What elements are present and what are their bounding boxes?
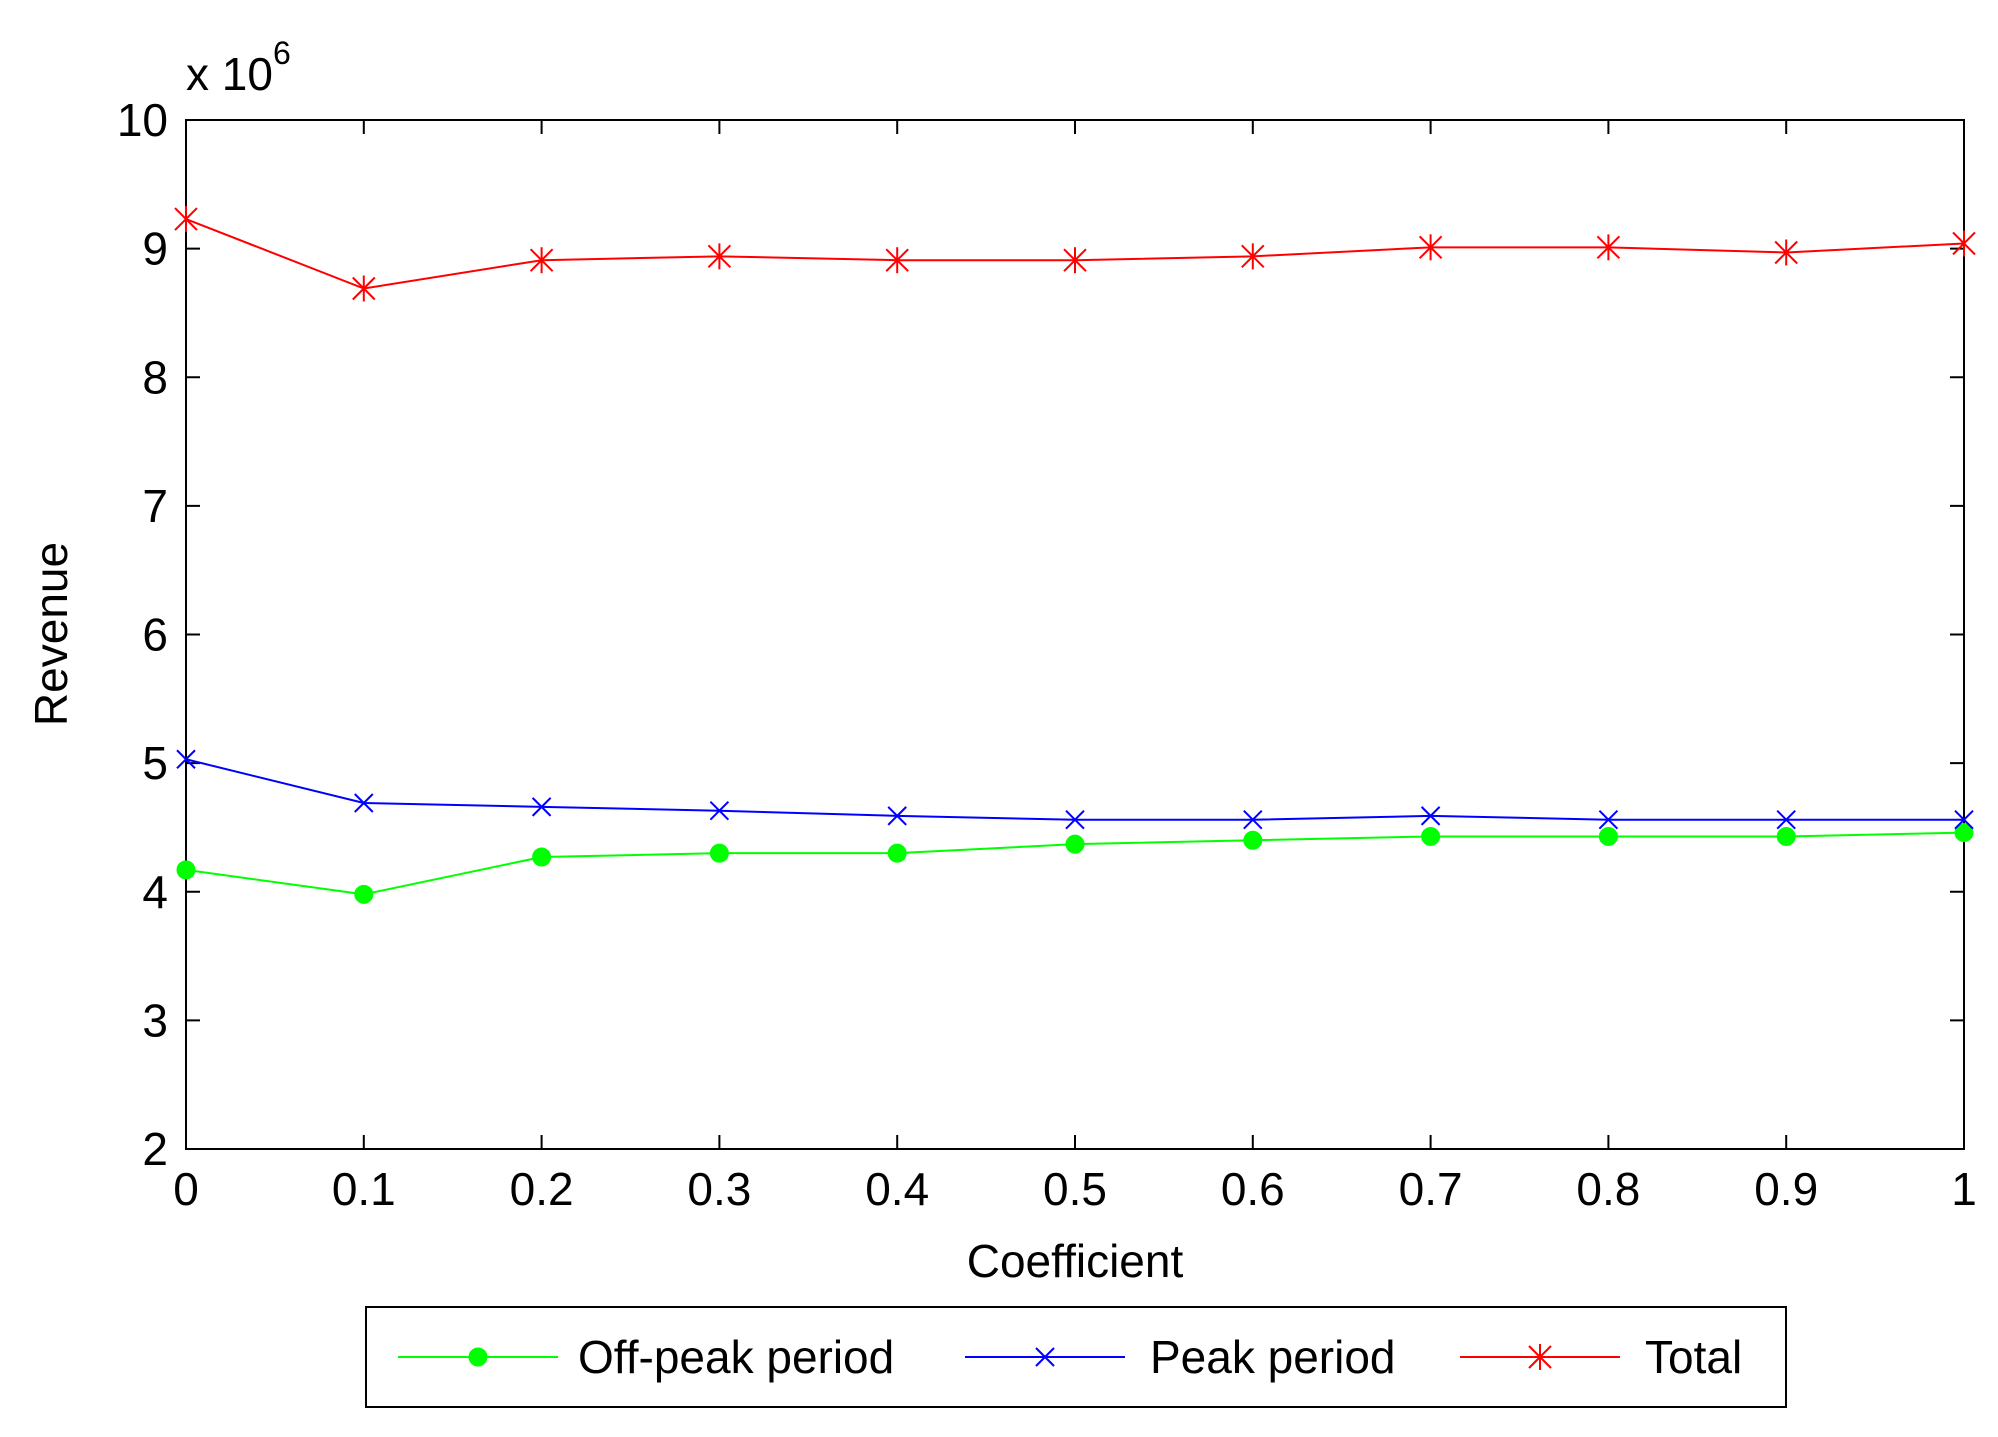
- x-tick-label: 1: [1951, 1163, 1977, 1215]
- legend-marker-off-peak-period: [468, 1347, 488, 1367]
- data-point-peak-period: [531, 797, 552, 817]
- series-peak-period: [176, 749, 1974, 830]
- series-total: [174, 206, 1976, 302]
- data-point-peak-period: [887, 806, 907, 826]
- data-point-peak-period: [1598, 810, 1619, 830]
- legend-item-off-peak-period: Off-peak period: [398, 1331, 894, 1383]
- data-point-total: [352, 275, 376, 302]
- y-multiplier-base: x 10: [186, 48, 273, 100]
- data-point-total: [174, 206, 198, 233]
- data-point-off-peak-period: [1065, 834, 1085, 854]
- data-point-peak-period: [1065, 810, 1085, 830]
- data-point-peak-period: [1243, 810, 1263, 830]
- data-point-off-peak-period: [1421, 826, 1441, 846]
- y-tick-label: 2: [142, 1123, 168, 1175]
- data-point-total: [1952, 230, 1976, 257]
- legend: Off-peak period Peak period Total: [365, 1306, 1787, 1408]
- x-tick-label: 0.2: [510, 1163, 574, 1215]
- y-multiplier-exponent: 6: [273, 35, 291, 71]
- legend-label: Peak period: [1150, 1331, 1396, 1383]
- data-point-off-peak-period: [354, 884, 374, 904]
- data-point-off-peak-period: [1598, 826, 1618, 846]
- x-tick-label: 0.7: [1399, 1163, 1463, 1215]
- y-tick-label: 7: [142, 480, 168, 532]
- y-tick-label: 8: [142, 351, 168, 403]
- series-layer: [174, 206, 1976, 904]
- data-point-peak-period: [1776, 810, 1796, 830]
- data-point-off-peak-period: [1243, 830, 1263, 850]
- data-point-total: [529, 247, 554, 274]
- data-point-peak-period: [1954, 810, 1974, 830]
- data-point-peak-period: [176, 749, 196, 769]
- x-tick-label: 0.8: [1576, 1163, 1640, 1215]
- data-point-peak-period: [1420, 806, 1441, 826]
- legend-item-total: Total: [1460, 1331, 1742, 1383]
- x-axis-title: Coefficient: [967, 1235, 1184, 1287]
- data-point-total: [1241, 243, 1265, 270]
- y-tick-label: 4: [142, 866, 168, 918]
- y-axis-title: Revenue: [25, 542, 77, 726]
- data-point-off-peak-period: [709, 843, 729, 863]
- data-point-off-peak-period: [887, 843, 907, 863]
- legend-marker-peak-period: [1035, 1347, 1055, 1367]
- x-tick-label: 0.3: [687, 1163, 751, 1215]
- legend-item-peak-period: Peak period: [965, 1331, 1396, 1383]
- data-point-off-peak-period: [1954, 823, 1974, 843]
- y-multiplier: x 106: [186, 35, 291, 100]
- plot-area: [185, 119, 1965, 1150]
- data-point-peak-period: [354, 793, 374, 813]
- data-point-total: [1418, 234, 1443, 261]
- series-off-peak-period: [176, 823, 1974, 904]
- x-tick-label: 0.9: [1754, 1163, 1818, 1215]
- data-point-off-peak-period: [532, 847, 552, 867]
- data-point-total: [707, 243, 732, 270]
- x-tick-label: 0: [173, 1163, 199, 1215]
- y-tick-label: 5: [142, 737, 168, 789]
- data-point-total: [1063, 247, 1087, 274]
- y-tick-label: 3: [142, 994, 168, 1046]
- x-axis-ticks: 0 0.1 0.2 0.3 0.4 0.5 0.6 0.7 0.8 0.9 1: [173, 120, 1977, 1215]
- data-point-total: [1774, 239, 1798, 266]
- y-tick-label: 10: [117, 94, 168, 146]
- x-tick-label: 0.6: [1221, 1163, 1285, 1215]
- data-point-total: [885, 247, 909, 274]
- x-tick-label: 0.1: [332, 1163, 396, 1215]
- data-point-peak-period: [709, 801, 730, 821]
- legend-label: Off-peak period: [578, 1331, 894, 1383]
- x-tick-label: 0.5: [1043, 1163, 1107, 1215]
- y-axis-ticks: 2 3 4 5 6 7 8 9 10: [117, 94, 1964, 1175]
- legend-label: Total: [1645, 1331, 1742, 1383]
- y-tick-label: 6: [142, 609, 168, 661]
- data-point-off-peak-period: [1776, 826, 1796, 846]
- data-point-off-peak-period: [176, 860, 196, 880]
- x-tick-label: 0.4: [865, 1163, 929, 1215]
- data-point-total: [1596, 234, 1621, 261]
- legend-marker-total: [1528, 1344, 1552, 1370]
- y-tick-label: 9: [142, 223, 168, 275]
